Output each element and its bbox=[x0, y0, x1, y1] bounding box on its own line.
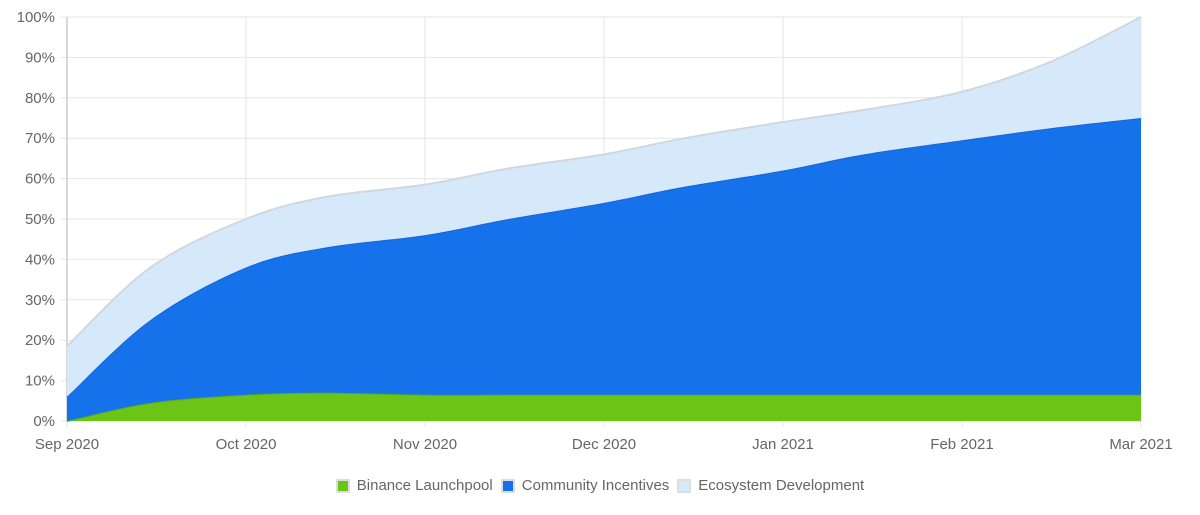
y-tick-label: 30% bbox=[25, 292, 55, 309]
x-tick-label: Feb 2021 bbox=[930, 436, 993, 453]
y-tick-label: 70% bbox=[25, 130, 55, 147]
area-binance-launchpool bbox=[67, 392, 1141, 421]
x-tick-label: Jan 2021 bbox=[752, 436, 814, 453]
legend-swatch bbox=[677, 478, 692, 493]
x-tick-label: Oct 2020 bbox=[216, 436, 277, 453]
x-axis: Sep 2020 Oct 2020 Nov 2020 Dec 2020 Jan 2021… bbox=[35, 436, 1173, 453]
legend-label: Ecosystem Development bbox=[698, 477, 865, 494]
area-ecosystem-development bbox=[67, 17, 1141, 397]
y-tick-label: 90% bbox=[25, 49, 55, 66]
y-tick-label: 40% bbox=[25, 251, 55, 268]
legend-item-community-incentives[interactable]: Community Incentives bbox=[500, 477, 670, 494]
y-tick-label: 10% bbox=[25, 373, 55, 390]
y-tick-label: 0% bbox=[33, 413, 55, 430]
x-tick-label: Dec 2020 bbox=[572, 436, 636, 453]
legend-swatch bbox=[335, 478, 350, 493]
x-tick-label: Mar 2021 bbox=[1109, 436, 1172, 453]
series-line bbox=[66, 16, 1142, 347]
y-tick-label: 80% bbox=[25, 90, 55, 107]
y-tick-label: 100% bbox=[17, 9, 55, 26]
stacked-area-chart: 0% 10% 20% 30% 40% 50% 60% 70% 80% 90% 100% Sep 20… bbox=[17, 9, 1173, 453]
x-tick-label: Nov 2020 bbox=[393, 436, 457, 453]
area-community-incentives bbox=[67, 118, 1141, 421]
legend: Binance Launchpool Community Incentives … bbox=[0, 477, 1200, 494]
x-tick-label: Sep 2020 bbox=[35, 436, 99, 453]
legend-item-binance-launchpool[interactable]: Binance Launchpool bbox=[335, 477, 493, 494]
legend-label: Binance Launchpool bbox=[356, 477, 493, 494]
y-tick-label: 60% bbox=[25, 171, 55, 188]
legend-item-ecosystem-development[interactable]: Ecosystem Development bbox=[677, 477, 864, 494]
y-tick-label: 20% bbox=[25, 332, 55, 349]
y-axis: 0% 10% 20% 30% 40% 50% 60% 70% 80% 90% 100% bbox=[17, 9, 55, 430]
y-tick-label: 50% bbox=[25, 211, 55, 228]
legend-label: Community Incentives bbox=[521, 477, 670, 494]
areas bbox=[66, 16, 1142, 422]
legend-swatch bbox=[500, 478, 515, 493]
